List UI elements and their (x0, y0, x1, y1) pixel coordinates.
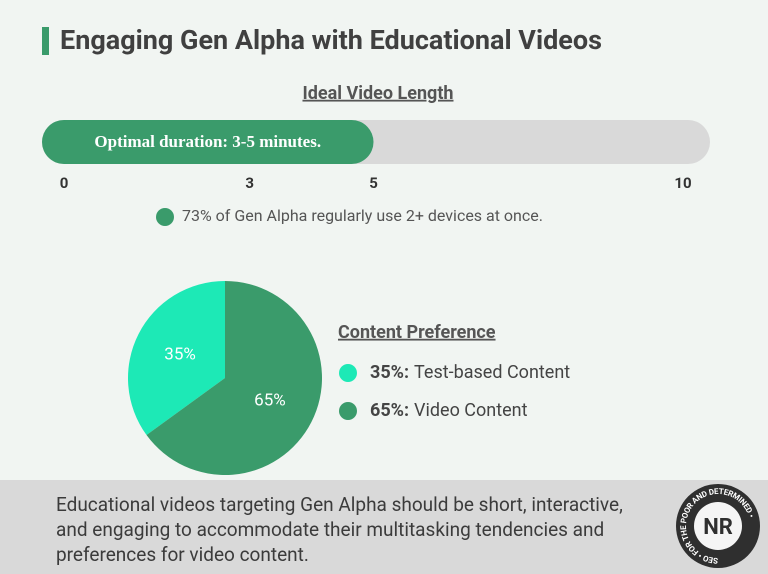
footer-text: Educational videos targeting Gen Alpha s… (56, 493, 623, 566)
x-tick-label: 0 (60, 174, 69, 192)
legend-swatch (339, 364, 357, 382)
x-tick-label: 3 (245, 174, 254, 192)
legend-value: 35%: (370, 362, 409, 383)
title-accent (42, 27, 49, 55)
section-title: Ideal Video Length (302, 83, 453, 104)
section-title: Content Preference (338, 322, 496, 343)
legend-name: Video Content (414, 400, 528, 421)
bar-label: Optimal duration: 3-5 minutes. (94, 132, 321, 151)
footer-band (0, 480, 768, 574)
pie-slice (146, 281, 322, 476)
x-tick-label: 5 (369, 174, 378, 192)
pie-slice (128, 281, 225, 436)
logo: SEO • FOR THE POOR AND DETERMINED • NR (676, 484, 760, 568)
logo-initials: NR (703, 515, 733, 540)
annotation-dot (156, 208, 174, 226)
bar (42, 120, 374, 164)
slice-label: 35% (164, 345, 196, 365)
slice-label: 65% (254, 390, 286, 410)
legend-entry: 35%: Test-based Content (370, 362, 570, 383)
logo-inner (694, 502, 742, 550)
legend-swatch (339, 402, 357, 420)
annotation: 73% of Gen Alpha regularly use 2+ device… (182, 206, 543, 225)
x-tick-label: 10 (674, 174, 691, 192)
legend-value: 65%: (370, 400, 409, 421)
legend-name: Test-based Content (414, 362, 570, 383)
title: Engaging Gen Alpha with Educational Vide… (60, 24, 602, 56)
legend-entry: 65%: Video Content (370, 400, 528, 421)
